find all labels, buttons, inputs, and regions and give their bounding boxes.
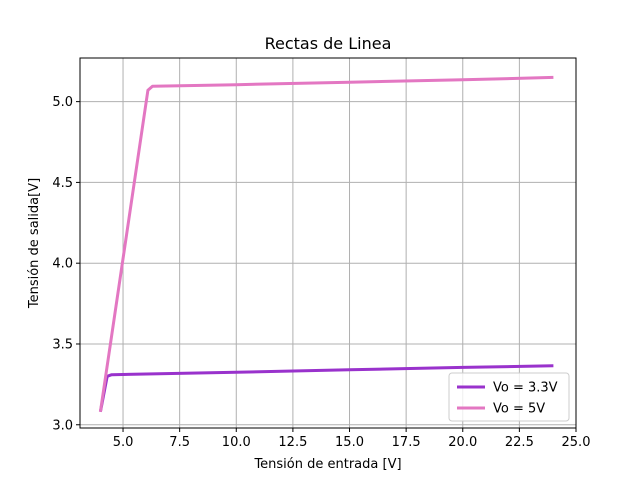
y-tick-label: 5.0 — [52, 95, 73, 110]
x-tick-label: 15.0 — [335, 435, 364, 450]
legend-label: Vo = 5V — [493, 402, 545, 417]
x-tick-label: 22.5 — [505, 435, 534, 450]
chart-title: Rectas de Linea — [265, 34, 392, 53]
x-tick-label: 25.0 — [562, 435, 591, 450]
x-tick-label: 12.5 — [278, 435, 307, 450]
y-tick-label: 3.5 — [52, 337, 73, 352]
series-layer — [98, 75, 554, 413]
y-tick-label: 3.0 — [52, 418, 73, 433]
series-line-1 — [98, 364, 554, 413]
series-line-2 — [98, 75, 554, 413]
x-tick-label: 20.0 — [448, 435, 477, 450]
x-tick-label: 7.5 — [169, 435, 190, 450]
legend: Vo = 3.3V Vo = 5V — [448, 372, 570, 422]
x-tick-label: 10.0 — [222, 435, 251, 450]
x-axis-label: Tensión de entrada [V] — [253, 457, 401, 472]
plot-frame — [79, 57, 577, 429]
x-tick-label: 17.5 — [392, 435, 421, 450]
axis-ticks: 5.0 7.5 10.0 12.5 15.0 17.5 20.0 22.5 25.0 3.0 3.5… — [52, 95, 590, 450]
y-tick-label: 4.5 — [52, 176, 73, 191]
y-axis-label: Tensión de salida[V] — [27, 178, 42, 309]
legend-label: Vo = 3.3V — [493, 381, 558, 396]
y-tick-label: 4.0 — [52, 257, 73, 272]
x-tick-label: 5.0 — [113, 435, 134, 450]
